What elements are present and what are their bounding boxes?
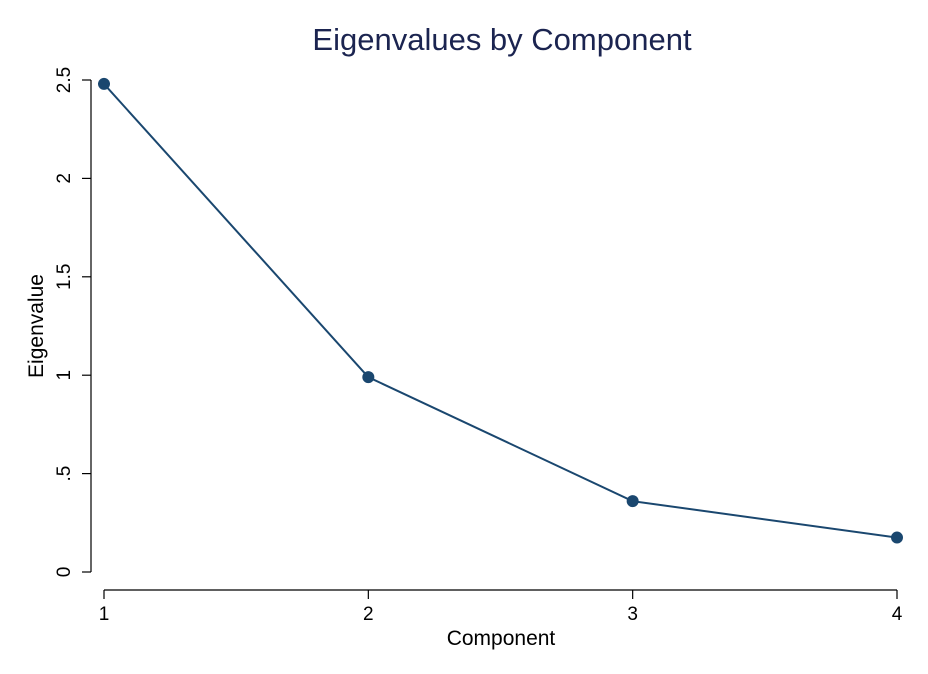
data-point (362, 371, 375, 384)
y-tick-label: .5 (54, 466, 75, 482)
x-tick-label: 4 (892, 604, 903, 625)
x-axis-label: Component (447, 627, 556, 650)
data-point (98, 77, 110, 90)
x-tick-label: 1 (99, 604, 110, 625)
y-tick-label: 1.5 (54, 264, 75, 290)
x-axis: 1 2 3 4 (99, 589, 903, 625)
y-tick-label: 2.5 (54, 67, 75, 93)
x-tick-label: 3 (627, 604, 638, 625)
data-point (891, 531, 903, 544)
series-line (103, 83, 898, 539)
y-tick-label: 0 (54, 567, 75, 578)
y-axis-label: Eigenvalue (25, 274, 48, 378)
series-layer (98, 77, 903, 544)
x-tick-label: 2 (363, 604, 374, 625)
data-point (626, 495, 639, 508)
y-tick-label: 1 (54, 370, 75, 381)
y-tick-label: 2 (54, 173, 75, 184)
y-axis: 0 .5 1 1.5 2 2.5 (54, 67, 92, 578)
chart-title: Eigenvalues by Component (312, 22, 692, 57)
